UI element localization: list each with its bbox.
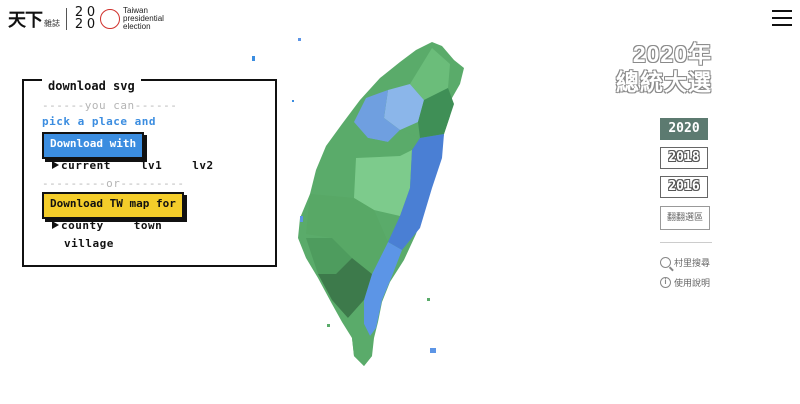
help-link[interactable]: i 使用說明	[660, 276, 710, 289]
logo-circle-icon	[100, 9, 120, 29]
map-level-town[interactable]: town	[133, 219, 163, 232]
taiwan-map[interactable]	[292, 38, 482, 368]
level-option-lv2[interactable]: lv2	[192, 159, 214, 172]
map-region-kaohsiung	[318, 258, 372, 318]
village-search-label: 村里搜尋	[674, 258, 711, 268]
map-region-nantou	[354, 150, 412, 216]
page-title: 2020年 總統大選	[616, 40, 712, 96]
title-line-name: 總統大選	[616, 69, 712, 95]
logo-caption-line: presidential	[123, 14, 164, 23]
map-region-taitung	[364, 242, 402, 336]
panel-divider	[660, 242, 712, 243]
logo-digit: 2	[74, 17, 84, 32]
download-svg-dialog: download svg ------you can------ pick a …	[22, 79, 277, 267]
year-button-2016[interactable]: 2016	[660, 176, 708, 198]
map-region-pingtung	[348, 300, 372, 366]
download-tw-map-button[interactable]: Download TW map for	[42, 192, 184, 219]
logo-caption-line: Taiwan	[123, 6, 148, 15]
election-logo: 2 0 2 0 Taiwan presidential election	[73, 5, 164, 32]
brand-logo[interactable]: 天下 雜誌 2 0 2 0 Taiwan presidential electi…	[8, 6, 164, 32]
outer-island	[252, 56, 255, 61]
outer-island	[327, 324, 330, 327]
map-level-label: county	[61, 219, 104, 232]
map-region-keelung	[410, 48, 450, 100]
map-level-options-row2: village	[64, 237, 114, 250]
logo-caption-line: election	[123, 22, 151, 31]
title-line-year: 2020年	[632, 41, 712, 67]
year-button-2020[interactable]: 2020	[660, 118, 708, 140]
download-with-button[interactable]: Download with	[42, 132, 145, 159]
selected-triangle-icon	[52, 161, 59, 169]
map-region-yilan	[418, 88, 454, 138]
map-region-taipei	[384, 84, 424, 130]
map-region-chiayi	[306, 194, 388, 274]
separator-you-can: ------you can------	[42, 99, 178, 112]
village-search-link[interactable]: 村里搜尋	[660, 256, 710, 269]
brand-divider	[66, 8, 67, 30]
hamburger-icon[interactable]	[772, 10, 792, 26]
logo-caption: Taiwan presidential election	[123, 7, 164, 31]
region-button[interactable]: 翻翻選區	[660, 206, 710, 230]
map-island-small	[427, 298, 430, 301]
brand-name: 天下	[8, 10, 43, 31]
help-label: 使用說明	[674, 278, 711, 288]
selected-triangle-icon	[52, 221, 59, 229]
year-button-2018[interactable]: 2018	[660, 147, 708, 169]
outer-island	[292, 100, 294, 102]
map-region-taichung	[368, 130, 420, 156]
logo-digit: 0	[86, 5, 96, 20]
map-island-small	[300, 216, 303, 222]
logo-digits: 2 0 2 0	[73, 5, 97, 32]
brand-subname: 雜誌	[44, 18, 60, 28]
year-selector: 2020 2018 2016	[660, 118, 708, 198]
menu-bar	[772, 24, 792, 26]
level-option-lv1[interactable]: lv1	[140, 159, 163, 172]
logo-digit: 2	[74, 5, 84, 20]
dialog-hint: pick a place and	[42, 115, 156, 128]
map-island-small	[298, 38, 301, 41]
logo-digit: 0	[86, 17, 96, 32]
search-icon	[660, 257, 671, 268]
dialog-title: download svg	[42, 79, 141, 93]
info-icon: i	[660, 277, 671, 288]
separator-or: ---------or---------	[42, 177, 185, 190]
map-region-hualien	[388, 134, 444, 250]
map-region-newtaipei	[354, 90, 400, 142]
map-island-small	[430, 348, 436, 353]
map-level-options: county town	[52, 219, 162, 232]
map-level-county[interactable]: county	[52, 219, 104, 232]
level-option-label: current	[61, 159, 111, 172]
menu-bar	[772, 17, 792, 19]
level-option-current[interactable]: current	[52, 159, 111, 172]
map-region-tainan	[306, 238, 352, 274]
map-level-village[interactable]: village	[64, 237, 114, 250]
level-options: current lv1 lv2	[52, 159, 214, 172]
menu-bar	[772, 10, 792, 12]
